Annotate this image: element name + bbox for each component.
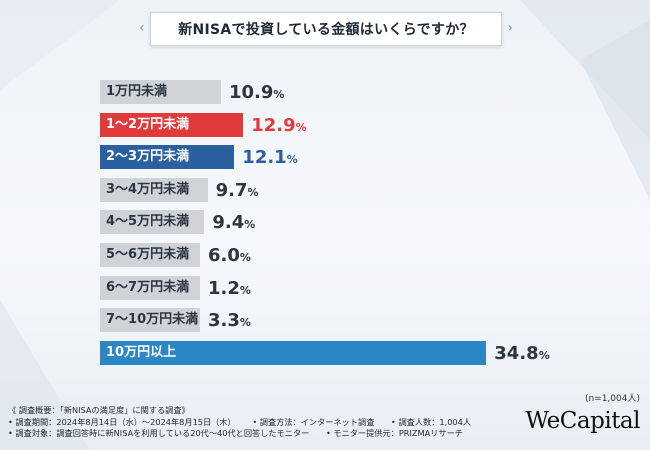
value-label: 12.1% xyxy=(242,147,298,169)
category-label: 6〜7万円未満 xyxy=(106,279,190,295)
sample-size: (n=1,004人) xyxy=(584,394,640,404)
survey-target: • 調査対象：調査回答時に新NISAを利用している20代〜40代と回答したモニタ… xyxy=(8,428,310,438)
bar-row: 1〜2万円未満 12.9% xyxy=(0,112,650,137)
bar xyxy=(100,112,244,137)
survey-provider: • モニター提供元：PRIZMAリサーチ xyxy=(325,428,463,438)
category-label: 3〜4万円未満 xyxy=(106,181,190,197)
footer-line-3: • 調査対象：調査回答時に新NISAを利用している20代〜40代と回答したモニタ… xyxy=(8,428,568,440)
bar xyxy=(100,308,200,333)
category-label: 1万円未満 xyxy=(106,84,168,99)
bar xyxy=(100,340,487,365)
bar-row: 3〜4万円未満 9.7% xyxy=(0,177,650,202)
value-label: 3.3% xyxy=(208,310,251,332)
value-label: 34.8% xyxy=(494,342,550,364)
category-label: 10万円以上 xyxy=(106,344,177,360)
value-label: 9.7% xyxy=(215,179,259,201)
bar-row: 2〜3万円未満 12.1% xyxy=(0,145,650,170)
bar-row: 5〜6万円未満 6.0% xyxy=(0,243,650,267)
value-label: 10.9% xyxy=(228,82,285,103)
category-label: 2〜3万円未満 xyxy=(106,149,190,165)
value-label: 9.4% xyxy=(212,212,256,234)
bar-row: 6〜7万円未満 1.2% xyxy=(0,275,650,300)
bar xyxy=(100,145,235,170)
survey-period: • 調査期間：2024年8月14日（水）〜2024年8月15日（木） xyxy=(8,416,236,427)
bar xyxy=(100,80,221,104)
survey-method: • 調査方法：インターネット調査 xyxy=(252,416,375,427)
chevron-left-icon: ‹ xyxy=(139,20,145,36)
category-label: 5〜6万円未満 xyxy=(106,247,190,262)
chart-title-box: ‹ 新NISAで投資している金額はいくらですか？ › xyxy=(139,12,513,46)
wecapital-logo: WeCapital xyxy=(525,408,640,434)
bar xyxy=(100,210,205,235)
category-label: 4〜5万円未満 xyxy=(106,214,190,230)
value-label: 6.0% xyxy=(208,245,251,266)
category-label: 1〜2万円未満 xyxy=(106,116,190,132)
bar-row: 7〜10万円未満 3.3% xyxy=(0,308,650,333)
category-label: 7〜10万円未満 xyxy=(106,312,199,328)
chevron-right-icon: › xyxy=(507,20,513,36)
value-label: 1.2% xyxy=(208,277,251,299)
bar-row: 10万円以上 34.8% xyxy=(0,340,650,365)
bar-row: 1万円未満 10.9% xyxy=(0,80,650,104)
value-label: 12.9% xyxy=(251,114,307,136)
survey-count: • 調査人数：1,004人 xyxy=(391,416,472,427)
bar xyxy=(100,177,208,202)
bar xyxy=(100,243,200,267)
chart-title: 新NISAで投資している金額はいくらですか？ xyxy=(178,22,474,38)
footer-line-2: • 調査期間：2024年8月14日（水）〜2024年8月15日（木） • 調査方… xyxy=(8,417,568,429)
footer-title: 《 調査概要：「新NISAの満足度」に関する調査》 xyxy=(8,405,190,415)
bar xyxy=(100,275,200,300)
survey-footer: 《 調査概要：「新NISAの満足度」に関する調査》 • 調査期間：2024年8月… xyxy=(8,405,568,440)
bar-row: 4〜5万円未満 9.4% xyxy=(0,210,650,235)
